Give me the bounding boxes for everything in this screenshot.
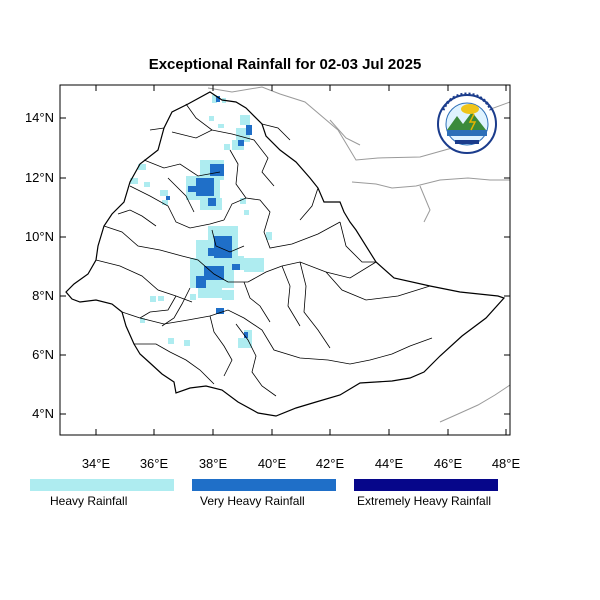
y-tick-label: 12°N (25, 170, 54, 185)
y-tick-label: 10°N (25, 229, 54, 244)
x-tick-label: 44°E (375, 456, 404, 471)
admin-boundaries (95, 103, 433, 397)
legend-swatch-very-heavy (192, 479, 336, 491)
y-tick-label: 14°N (25, 110, 54, 125)
y-tick-label: 4°N (32, 406, 54, 421)
x-tick-label: 36°E (140, 456, 169, 471)
rainfall-overlay (130, 95, 272, 348)
x-tick-label: 42°E (316, 456, 345, 471)
x-tick-label: 38°E (199, 456, 228, 471)
legend-label-very-heavy: Very Heavy Rainfall (200, 494, 305, 508)
map-title: Exceptional Rainfall for 02-03 Jul 2025 (148, 56, 422, 73)
x-tick-label: 40°E (258, 456, 287, 471)
very-heavy-rainfall-areas (166, 96, 252, 338)
y-tick-label: 6°N (32, 347, 54, 362)
x-tick-label: 46°E (434, 456, 463, 471)
map-frame (59, 84, 511, 436)
y-axis-labels: 14°N 12°N 10°N 8°N 6°N 4°N (25, 110, 54, 421)
ethiopian-meteorology-institute-logo-icon (437, 92, 497, 154)
legend-swatch-heavy (30, 479, 174, 491)
y-tick-label: 8°N (32, 288, 54, 303)
x-axis-labels: 34°E 36°E 38°E 40°E 42°E 44°E 46°E 48°E (82, 456, 521, 471)
ethiopia-outline (65, 91, 506, 417)
axis-ticks (60, 85, 510, 435)
legend-swatch-extremely-heavy (354, 479, 498, 491)
x-tick-label: 48°E (492, 456, 521, 471)
legend-label-heavy: Heavy Rainfall (50, 494, 128, 508)
x-tick-label: 34°E (82, 456, 111, 471)
legend-label-extremely-heavy: Extremely Heavy Rainfall (357, 494, 492, 508)
